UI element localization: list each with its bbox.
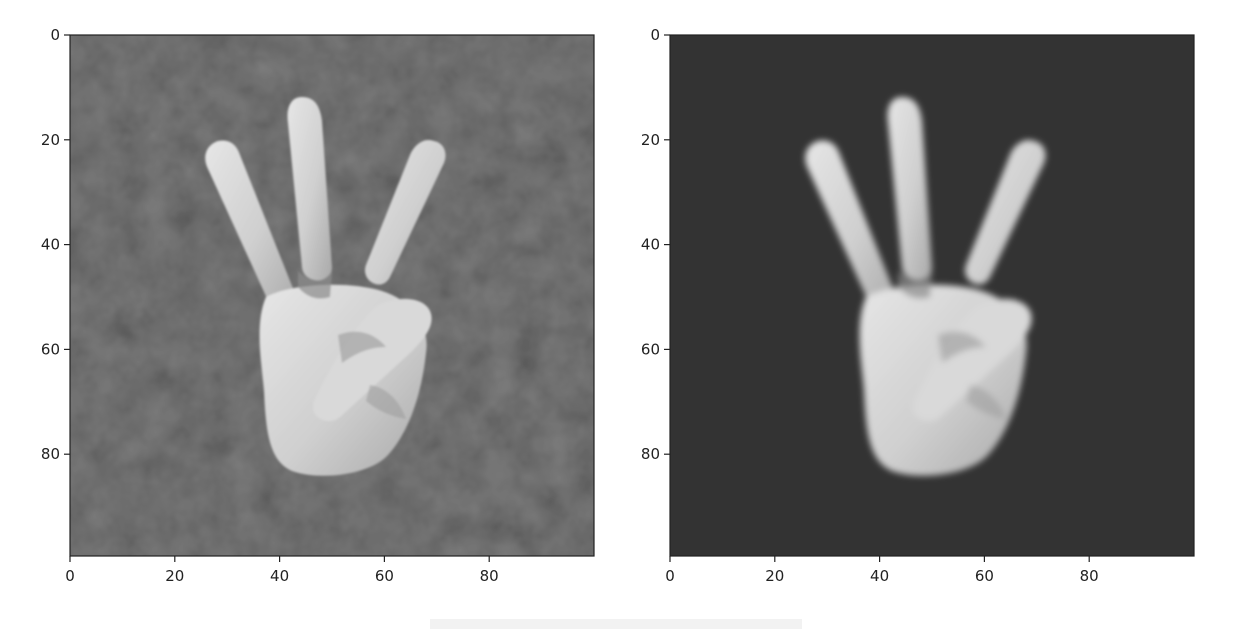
x-tick-label: 0 xyxy=(65,567,75,585)
x-tick-label: 60 xyxy=(375,567,394,585)
left-y-axis: 0 20 40 60 80 xyxy=(41,26,70,463)
x-tick-label: 20 xyxy=(765,567,784,585)
y-tick-label: 60 xyxy=(641,340,660,358)
x-tick-label: 20 xyxy=(165,567,184,585)
left-axes-frame xyxy=(69,34,595,557)
y-tick-label: 40 xyxy=(641,236,660,254)
left-image xyxy=(70,35,594,556)
x-tick-label: 80 xyxy=(480,567,499,585)
x-tick-label: 40 xyxy=(270,567,289,585)
y-tick-label: 0 xyxy=(50,26,60,44)
x-tick-label: 60 xyxy=(975,567,994,585)
x-tick-label: 40 xyxy=(870,567,889,585)
x-tick-label: 0 xyxy=(665,567,675,585)
y-tick-label: 20 xyxy=(641,131,660,149)
y-tick-label: 40 xyxy=(41,236,60,254)
x-tick-label: 80 xyxy=(1080,567,1099,585)
y-tick-label: 80 xyxy=(41,445,60,463)
y-tick-label: 80 xyxy=(641,445,660,463)
right-y-axis: 0 20 40 60 80 xyxy=(641,26,670,463)
right-image xyxy=(670,35,1194,556)
right-axes-frame xyxy=(669,34,1195,557)
left-x-axis: 0 20 40 60 80 xyxy=(65,556,499,585)
left-panel: 0 20 40 60 80 0 20 40 60 80 xyxy=(41,26,595,585)
y-tick-label: 20 xyxy=(41,131,60,149)
y-tick-label: 0 xyxy=(650,26,660,44)
y-tick-label: 60 xyxy=(41,340,60,358)
right-panel: 0 20 40 60 80 0 20 40 60 80 xyxy=(641,26,1195,585)
right-x-axis: 0 20 40 60 80 xyxy=(665,556,1099,585)
bottom-strip xyxy=(430,619,802,629)
